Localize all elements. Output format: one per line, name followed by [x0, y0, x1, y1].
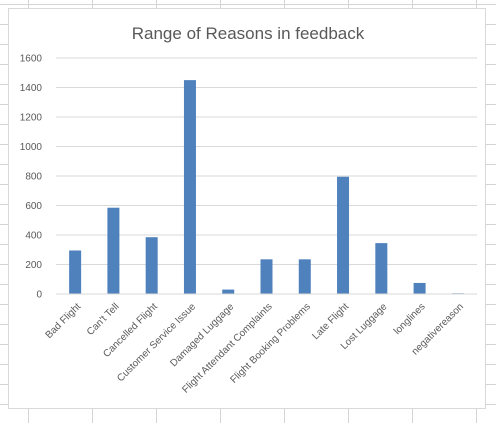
y-tick-label: 400: [25, 231, 42, 242]
x-tick-label: Late Flight: [310, 301, 351, 342]
y-tick-label: 1000: [20, 142, 43, 153]
y-tick-label: 600: [25, 201, 42, 212]
bar-9[interactable]: [413, 282, 426, 294]
bar-chart: Range of Reasons in feedback 0 200 400 600 8…: [20, 24, 477, 396]
x-tick-label: Customer Service Issue: [115, 301, 198, 384]
gridlines: [56, 57, 477, 265]
chart-area[interactable]: Range of Reasons in feedback 0 200 400 600 8…: [8, 8, 486, 409]
bar-0[interactable]: [69, 250, 82, 294]
bar-6[interactable]: [298, 259, 311, 294]
bar-2[interactable]: [145, 237, 158, 294]
x-tick-label: Damaged Luggage: [168, 301, 236, 369]
y-tick-label: 1600: [20, 54, 43, 65]
y-tick-label: 200: [25, 260, 42, 271]
y-tick-label: 800: [25, 172, 42, 183]
bars: [69, 80, 464, 294]
x-tick-label: longlines: [392, 301, 428, 337]
chart-title: Range of Reasons in feedback: [132, 24, 365, 43]
bar-3[interactable]: [183, 80, 196, 294]
x-tick-label: Bad Flight: [44, 301, 84, 341]
y-tick-label: 1400: [20, 83, 43, 94]
bar-5[interactable]: [260, 259, 273, 294]
bar-7[interactable]: [337, 176, 350, 294]
x-tick-label: Flight Booking Problems: [228, 301, 312, 385]
bar-1[interactable]: [107, 207, 120, 294]
y-axis-ticks: 0 200 400 600 800 1000 1200 1400 1600: [20, 54, 43, 301]
y-tick-label: 0: [36, 290, 42, 301]
bar-4[interactable]: [222, 289, 235, 294]
bar-8[interactable]: [375, 243, 388, 294]
y-tick-label: 1200: [20, 113, 43, 124]
x-tick-label: Can't Tell: [85, 301, 122, 338]
